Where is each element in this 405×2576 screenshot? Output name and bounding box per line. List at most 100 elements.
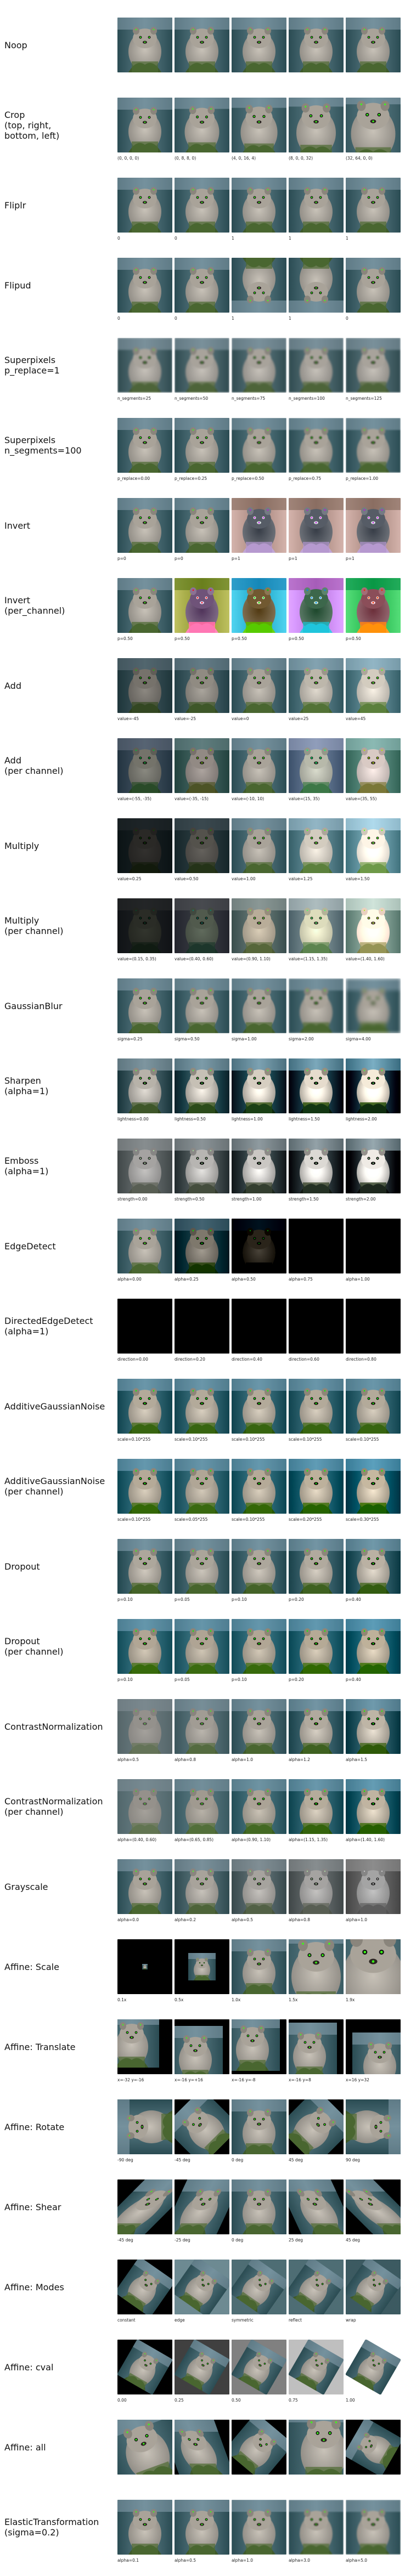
sample-image-tile <box>232 1459 286 1514</box>
parameter-caption: n_segments=100 <box>289 396 325 401</box>
quokka-photo-icon <box>117 2099 172 2154</box>
augmenter-row: Superpixels p_replace=1 n_segments= <box>0 338 405 404</box>
quokka-photo-icon <box>232 898 286 953</box>
sample-image-tile <box>117 1219 172 1273</box>
quokka-photo-icon <box>175 2099 229 2154</box>
quokka-photo-icon <box>175 1219 229 1273</box>
sample-image-tile <box>346 578 401 633</box>
sample-image-tile <box>346 498 401 553</box>
sample-image-tile <box>289 1539 344 1594</box>
quokka-photo-icon <box>175 178 229 233</box>
augmenter-row: Noop <box>0 18 405 83</box>
quokka-photo-icon <box>346 1939 401 1994</box>
sample-image-tile <box>289 1459 344 1514</box>
quokka-photo-icon <box>175 898 229 953</box>
quokka-photo-icon <box>289 1779 344 1834</box>
augmenter-row: ContrastNormalization alpha=0.5 <box>0 1699 405 1765</box>
sample-image-tile <box>117 98 172 152</box>
quokka-photo-icon <box>232 2340 286 2394</box>
quokka-photo-icon <box>346 1619 401 1674</box>
sample-image-tile <box>289 818 344 873</box>
quokka-photo-icon <box>117 2500 172 2555</box>
quokka-photo-icon <box>232 1139 286 1193</box>
sample-image-tile <box>289 178 344 233</box>
parameter-caption: sigma=2.00 <box>289 1037 314 1041</box>
quokka-photo-icon <box>289 898 344 953</box>
augmenter-title: Dropout <box>4 1561 40 1572</box>
augmenter-title: ContrastNormalization <box>4 1721 103 1732</box>
sample-image-tile <box>117 418 172 473</box>
quokka-photo-icon <box>142 1964 148 1969</box>
parameter-caption: value=(0.90, 1.10) <box>232 956 271 961</box>
parameter-caption: sigma=0.50 <box>175 1037 200 1041</box>
parameter-caption: direction=0.80 <box>346 1357 376 1362</box>
sample-image-tile <box>117 2099 172 2154</box>
quokka-photo-icon <box>175 18 229 72</box>
sample-image-tile <box>289 1139 344 1193</box>
parameter-caption: n_segments=25 <box>117 396 151 401</box>
sample-image-tile <box>117 2019 172 2074</box>
sample-image-tile <box>175 2420 229 2475</box>
augmenter-title: ContrastNormalization (per channel) <box>4 1796 103 1817</box>
sample-image-tile <box>289 1939 344 1994</box>
parameter-caption: alpha=5.0 <box>346 2558 368 2563</box>
parameter-caption: x=-16 y=-8 <box>232 2077 256 2082</box>
augmenter-row: Invert p=0 <box>0 498 405 564</box>
parameter-caption: 0 deg <box>232 2158 244 2162</box>
quokka-photo-icon <box>175 1859 229 1914</box>
sample-image-tile <box>175 418 229 473</box>
quokka-photo-icon <box>346 2500 401 2555</box>
quokka-photo-icon <box>232 178 286 233</box>
quokka-photo-icon <box>175 1058 229 1113</box>
sample-image-tile <box>117 738 172 793</box>
quokka-photo-icon <box>346 178 401 233</box>
quokka-photo-icon <box>232 978 286 1033</box>
sample-image-tile <box>346 1139 401 1193</box>
quokka-photo-icon <box>289 258 344 313</box>
sample-image-tile <box>289 2099 344 2154</box>
quokka-photo-icon <box>346 1299 401 1354</box>
sample-image-tile <box>289 418 344 473</box>
parameter-caption: p=0.50 <box>117 636 133 641</box>
quokka-photo-icon <box>117 1379 172 1434</box>
quokka-photo-icon <box>175 978 229 1033</box>
quokka-photo-icon <box>289 978 344 1033</box>
sample-image-tile <box>232 1219 286 1273</box>
quokka-photo-icon <box>175 258 229 313</box>
quokka-photo-icon <box>175 1699 229 1754</box>
augmenter-row: Flipud 0 <box>0 258 405 324</box>
parameter-caption: p=0.50 <box>232 636 247 641</box>
quokka-photo-icon <box>117 1699 172 1754</box>
quokka-photo-icon <box>346 1379 401 1434</box>
quokka-photo-icon <box>346 658 401 713</box>
quokka-photo-icon <box>289 2099 344 2154</box>
augmenter-row: GaussianBlur sigma=0.25 <box>0 978 405 1044</box>
parameter-caption: p=1 <box>346 556 355 561</box>
parameter-caption: strength=2.00 <box>346 1197 376 1202</box>
parameter-caption: -45 deg <box>175 2158 190 2162</box>
parameter-caption: p=0.05 <box>175 1677 190 1682</box>
augmenter-title: Affine: Modes <box>4 2281 64 2292</box>
quokka-photo-icon <box>346 1779 401 1834</box>
quokka-photo-icon <box>346 338 401 393</box>
sample-image-tile <box>346 258 401 313</box>
sample-image-tile <box>346 418 401 473</box>
sample-image-tile <box>232 1939 286 1994</box>
parameter-caption: alpha=0.0 <box>117 1917 139 1922</box>
sample-image-tile <box>175 498 229 553</box>
augmenter-row: Affine: Scale 0.1x <box>0 1939 405 2005</box>
parameter-caption: alpha=0.5 <box>175 2558 196 2563</box>
sample-image-tile <box>232 1859 286 1914</box>
parameter-caption: 0 <box>175 236 177 241</box>
sample-image-tile <box>117 1539 172 1594</box>
parameter-caption: alpha=0.8 <box>175 1757 196 1762</box>
augmenter-row: AdditiveGaussianNoise (per channel) <box>0 1459 405 1525</box>
augmenter-row: Grayscale alpha=0.0 <box>0 1859 405 1925</box>
augmenter-title: Emboss (alpha=1) <box>4 1156 49 1176</box>
quokka-photo-icon <box>117 1859 172 1914</box>
augmenter-title: Flipud <box>4 280 31 291</box>
quokka-photo-icon <box>289 1699 344 1754</box>
quokka-photo-icon <box>289 418 344 473</box>
parameter-caption: x=16 y=32 <box>346 2077 369 2082</box>
quokka-photo-icon <box>289 818 344 873</box>
